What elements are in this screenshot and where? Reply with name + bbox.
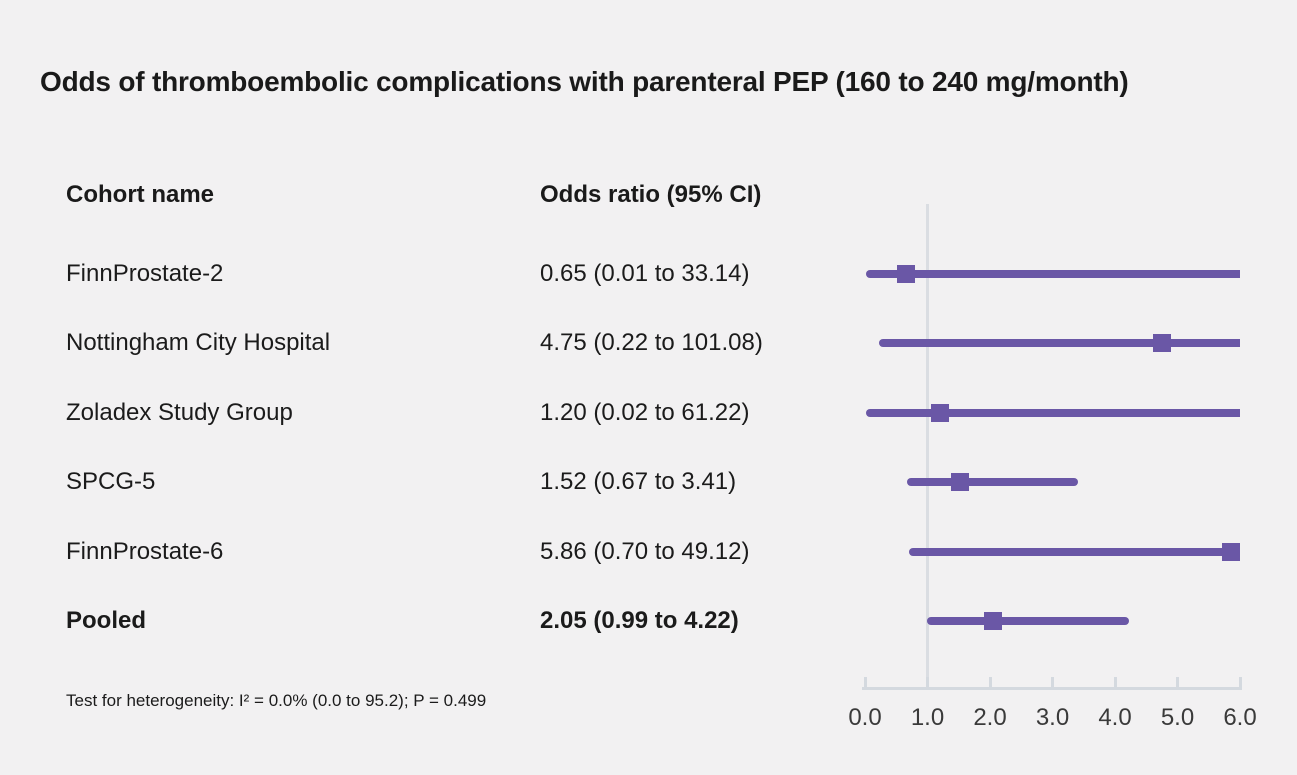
odds-ratio-marker [1152, 334, 1171, 353]
x-axis-tick [926, 677, 929, 687]
cohort-label: SPCG-5 [66, 468, 156, 496]
x-axis-tick-label: 1.0 [910, 704, 945, 731]
odds-ratio-text: 2.05 (0.99 to 4.22) [540, 607, 739, 634]
odds-ratio-marker [984, 612, 1003, 630]
cohort-label: FinnProstate-6 [66, 537, 224, 565]
column-header-odds-ratio: Odds ratio (95% CI) [540, 181, 762, 208]
x-axis-tick [1238, 677, 1242, 687]
x-axis-tick-label: 2.0 [973, 704, 1007, 731]
x-axis-tick-label: 5.0 [1160, 704, 1195, 731]
odds-ratio-marker [1222, 542, 1241, 561]
reference-line [926, 204, 929, 690]
odds-ratio-text: 1.52 (0.67 to 3.41) [540, 468, 737, 496]
cohort-label: FinnProstate-2 [66, 260, 224, 287]
x-axis-tick [1113, 677, 1117, 687]
cohort-label: Nottingham City Hospital [66, 329, 331, 357]
odds-ratio-marker [931, 403, 949, 422]
x-axis-tick [988, 677, 992, 687]
odds-ratio-text: 0.65 (0.01 to 33.14) [540, 260, 750, 287]
ci-line [866, 408, 1240, 417]
x-axis-tick [1176, 677, 1179, 687]
odds-ratio-marker [896, 265, 915, 283]
odds-ratio-text: 5.86 (0.70 to 49.12) [540, 537, 750, 565]
x-axis-tick [1051, 677, 1054, 687]
cohort-label: Pooled [66, 607, 147, 634]
odds-ratio-text: 4.75 (0.22 to 101.08) [540, 329, 763, 357]
x-axis-tick-label: 0.0 [848, 704, 882, 731]
heterogeneity-note: Test for heterogeneity: I² = 0.0% (0.0 t… [66, 691, 487, 710]
ci-line [926, 617, 1129, 625]
x-axis-tick-label: 6.0 [1223, 704, 1257, 731]
ci-line [906, 478, 1079, 487]
ci-line [878, 339, 1240, 348]
column-header-cohort: Cohort name [66, 181, 215, 208]
cohort-label: Zoladex Study Group [66, 398, 293, 426]
ci-line [908, 547, 1240, 556]
x-axis-tick-label: 4.0 [1098, 704, 1132, 731]
odds-ratio-marker [951, 473, 969, 492]
x-axis-tick [863, 677, 867, 687]
chart-title: Odds of thromboembolic complications wit… [40, 66, 1129, 97]
odds-ratio-text: 1.20 (0.02 to 61.22) [540, 398, 750, 426]
x-axis-tick-label: 3.0 [1035, 704, 1070, 731]
ci-line [865, 270, 1240, 278]
x-axis-line [862, 687, 1242, 690]
